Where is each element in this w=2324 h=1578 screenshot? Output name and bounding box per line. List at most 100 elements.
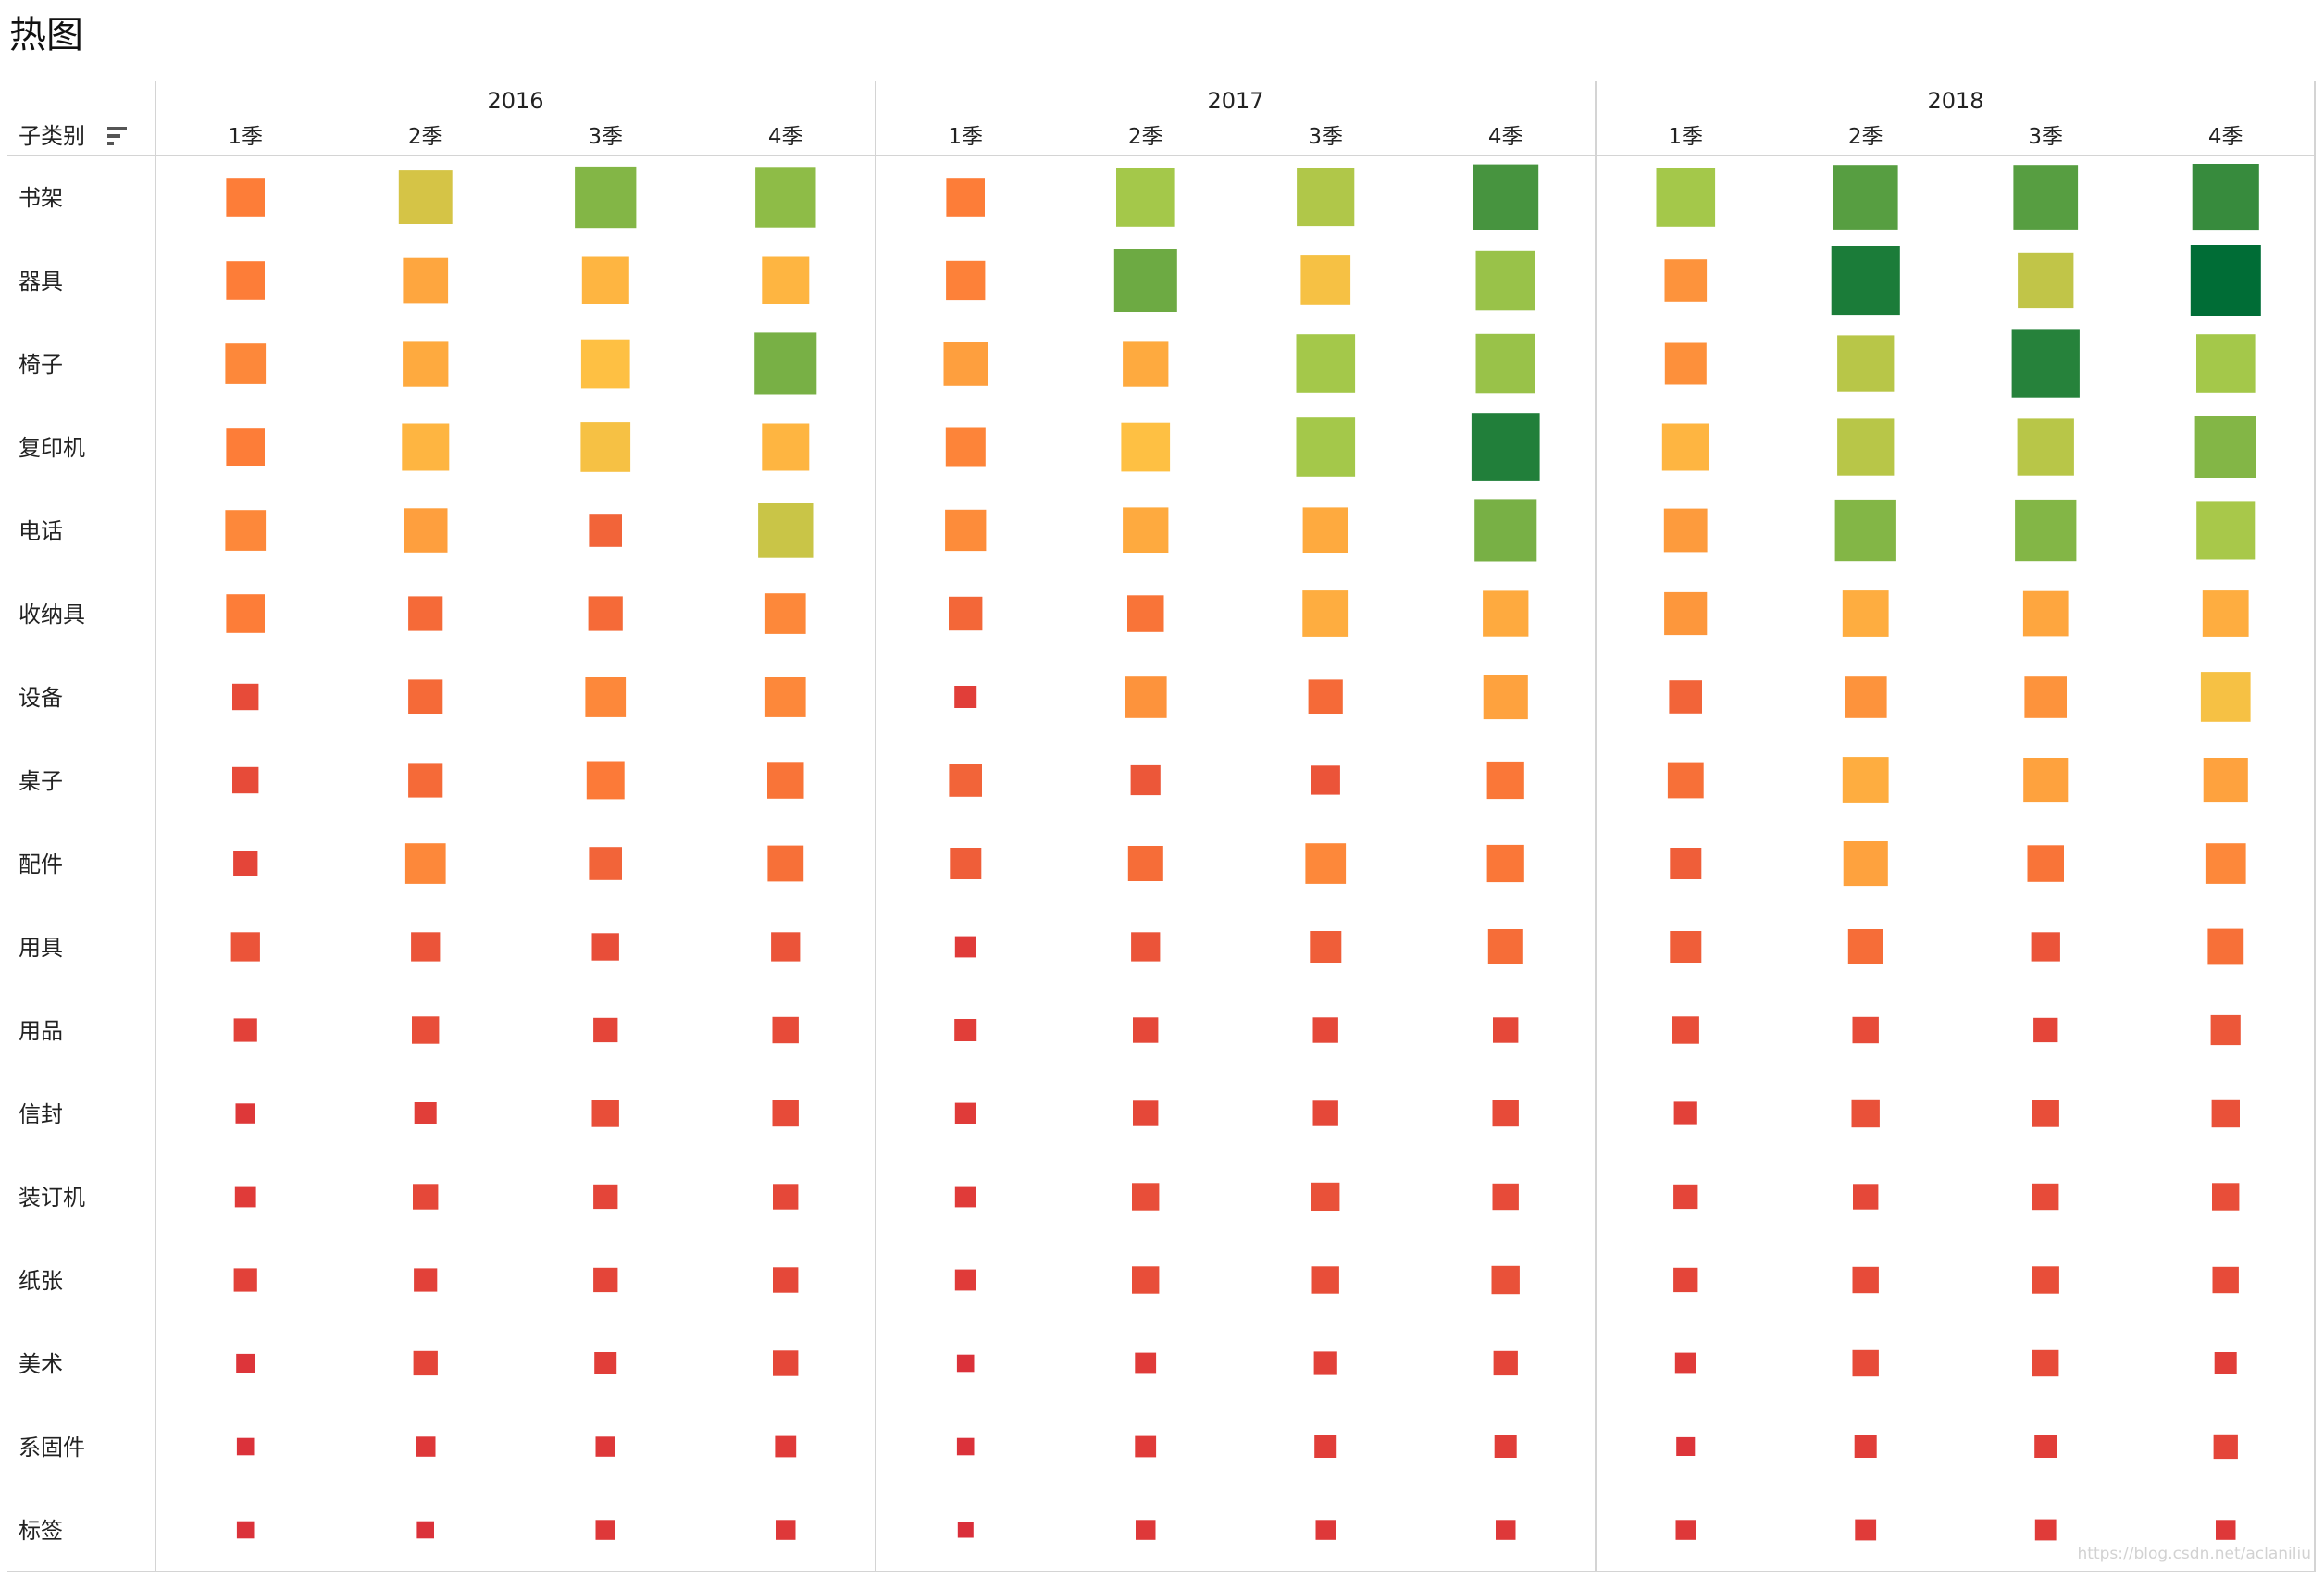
heat-cell xyxy=(580,339,630,389)
heat-cell xyxy=(1664,342,1707,385)
heat-cell xyxy=(1664,591,1708,636)
heat-cell xyxy=(1661,423,1709,471)
heat-cell xyxy=(2015,499,2077,562)
heat-cell xyxy=(1833,165,1898,230)
heat-cell xyxy=(1133,1100,1159,1126)
category-label: 信封 xyxy=(19,1101,63,1127)
heat-cell xyxy=(945,509,987,552)
heat-cell xyxy=(1853,1184,1879,1210)
heat-cell xyxy=(1311,1182,1340,1211)
heat-cell xyxy=(772,1100,799,1127)
heat-cell xyxy=(945,427,986,467)
heat-cell xyxy=(1673,1267,1698,1293)
heat-cell xyxy=(1837,418,1895,476)
heat-cell xyxy=(404,843,446,884)
heat-cell xyxy=(1125,676,1167,718)
heat-cell xyxy=(236,1353,255,1373)
heat-cell xyxy=(404,508,448,553)
heat-cell xyxy=(954,1186,976,1208)
row-header-label: 子类别 xyxy=(19,123,85,149)
category-label: 纸张 xyxy=(19,1268,63,1294)
heat-cell xyxy=(771,932,801,962)
heat-cell xyxy=(2032,1183,2059,1211)
heat-cell xyxy=(1135,1435,1157,1458)
heat-cell xyxy=(2214,1352,2237,1374)
heat-cell xyxy=(2022,590,2069,637)
heat-cell xyxy=(949,764,982,797)
heat-cell xyxy=(1132,1266,1160,1294)
heat-cell xyxy=(772,1016,799,1044)
heat-cell xyxy=(232,766,259,794)
heat-cell xyxy=(585,677,627,717)
heat-cell xyxy=(589,514,622,547)
heat-cell xyxy=(1310,931,1342,963)
heat-cell xyxy=(954,936,976,958)
heat-cell xyxy=(412,1016,440,1044)
heat-cell xyxy=(767,762,804,799)
heat-cell xyxy=(943,342,988,386)
heat-cell xyxy=(1296,417,1356,477)
heat-cell xyxy=(1133,1017,1159,1043)
heat-cell xyxy=(593,1184,618,1210)
heat-cell xyxy=(2196,334,2256,393)
heat-cell xyxy=(1313,1351,1337,1375)
year-label: 2018 xyxy=(1927,88,1983,114)
heat-cell xyxy=(225,343,267,384)
heat-cell xyxy=(1130,764,1161,796)
category-label: 书架 xyxy=(19,185,63,211)
heat-cell xyxy=(1487,929,1523,964)
heat-cell xyxy=(414,1268,438,1292)
heat-cell xyxy=(575,166,637,229)
heat-cell xyxy=(2033,1017,2058,1043)
heat-cell xyxy=(1136,1520,1156,1540)
quarter-label: 3季 xyxy=(1308,125,1343,149)
heat-cell xyxy=(589,847,622,880)
heat-cell xyxy=(233,1018,257,1042)
heat-cell xyxy=(411,932,441,962)
heat-cell xyxy=(1297,168,1355,227)
heat-cell xyxy=(1845,676,1887,718)
heat-cell xyxy=(226,178,265,217)
heat-cell xyxy=(1123,341,1169,387)
category-label: 椅子 xyxy=(19,352,63,378)
heat-cell xyxy=(1312,1100,1338,1126)
heat-cell xyxy=(1676,1436,1696,1456)
heat-cell xyxy=(1493,1017,1519,1043)
heat-cell xyxy=(414,1102,437,1124)
heat-cell xyxy=(1312,1017,1338,1043)
quarter-label: 1季 xyxy=(1668,125,1703,149)
heat-cell xyxy=(1483,590,1529,637)
heat-cell xyxy=(1300,255,1351,305)
quarter-label: 3季 xyxy=(2028,125,2063,149)
heat-cell xyxy=(416,1521,434,1539)
heat-cell xyxy=(1842,590,1889,637)
heat-cell xyxy=(1474,499,1537,562)
category-label: 美术 xyxy=(19,1351,63,1377)
heat-cell xyxy=(1494,1435,1517,1458)
heat-cell xyxy=(2032,1100,2059,1127)
heat-cell xyxy=(234,1186,256,1208)
heat-cell xyxy=(2210,1014,2241,1046)
heat-cell xyxy=(2024,676,2067,718)
heat-cell xyxy=(232,683,259,711)
heat-cell xyxy=(1847,929,1883,964)
heat-cell xyxy=(2200,672,2251,722)
heat-cell xyxy=(775,1435,797,1458)
category-label: 配件 xyxy=(19,851,63,877)
heat-cell xyxy=(1492,1100,1519,1127)
heat-cell xyxy=(2212,1183,2240,1211)
heat-cell xyxy=(1475,333,1535,394)
heat-cell xyxy=(956,1437,975,1456)
heat-cell xyxy=(949,596,983,631)
heat-cell xyxy=(1667,762,1704,799)
heat-cell xyxy=(2018,252,2074,309)
heat-cell xyxy=(408,763,443,798)
heat-cell xyxy=(403,341,449,387)
heat-cell xyxy=(1135,1352,1157,1374)
heat-cell xyxy=(586,761,625,800)
category-label: 桌子 xyxy=(19,768,63,794)
heat-cell xyxy=(773,1184,799,1210)
heat-cell xyxy=(226,428,265,466)
category-label: 复印机 xyxy=(19,435,85,461)
